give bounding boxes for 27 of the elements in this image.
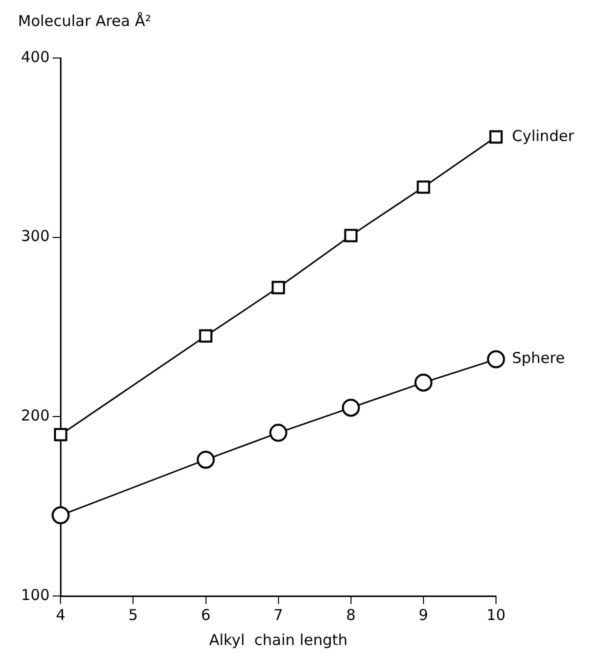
- series-label: Cylinder: [512, 126, 575, 145]
- x-tick-label: 8: [346, 606, 356, 624]
- point: [416, 180, 430, 194]
- x-tick-label: 10: [486, 606, 506, 624]
- x-tick-label: 9: [418, 606, 428, 624]
- point: [272, 280, 285, 294]
- x-tick-label: 4: [56, 606, 66, 624]
- point: [344, 228, 358, 242]
- y-axis-title: Molecular Area Å²: [17, 11, 152, 32]
- y-tick-label: 400: [20, 48, 50, 66]
- point: [269, 424, 288, 442]
- x-axis-title: Alkyl chain length: [209, 630, 348, 649]
- y-tick-label: 200: [20, 406, 50, 425]
- x-tick-label: 6: [200, 606, 211, 624]
- point: [196, 450, 215, 469]
- point: [487, 350, 505, 368]
- point: [414, 374, 432, 392]
- y-tick-label: 300: [20, 227, 50, 246]
- point: [199, 329, 212, 343]
- point: [54, 428, 68, 442]
- point: [52, 506, 70, 524]
- x-tick-label: 7: [274, 606, 284, 624]
- point: [489, 130, 503, 144]
- series-label: Sphere: [512, 349, 565, 368]
- y-tick-label: 100: [20, 586, 50, 604]
- point: [342, 398, 360, 417]
- x-tick-label: 5: [128, 606, 138, 624]
